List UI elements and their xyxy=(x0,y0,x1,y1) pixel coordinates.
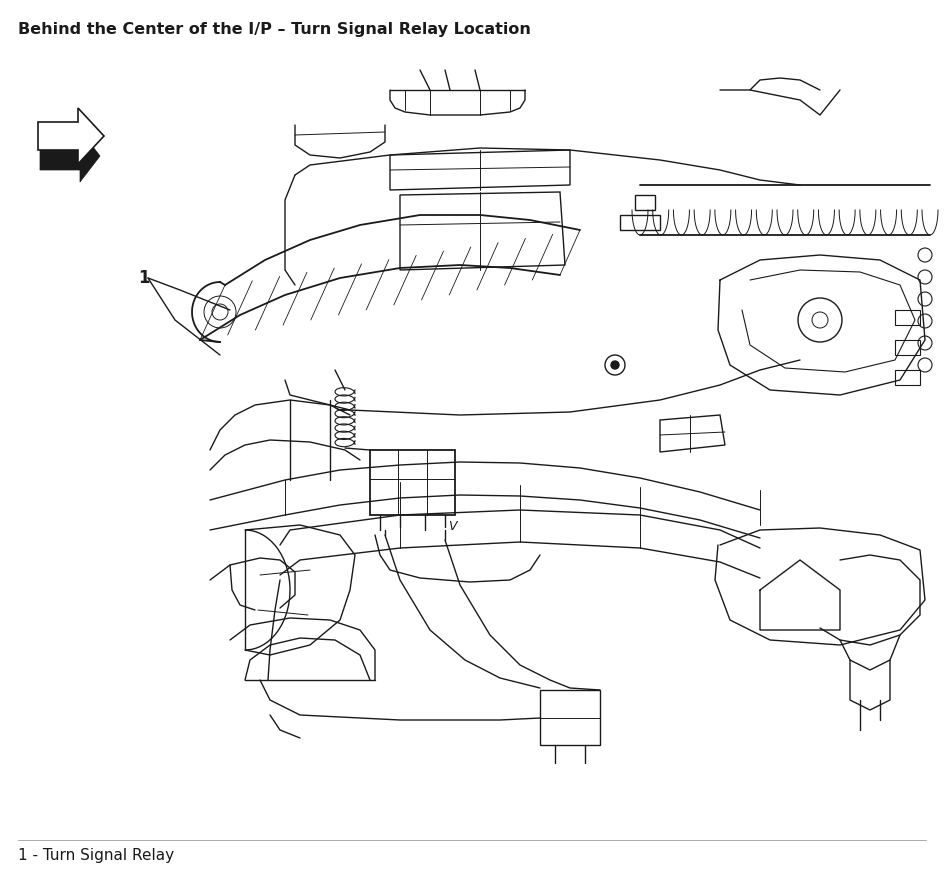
Text: V: V xyxy=(447,521,456,534)
Polygon shape xyxy=(38,108,104,164)
Text: 1: 1 xyxy=(138,269,149,287)
Polygon shape xyxy=(40,130,100,182)
Text: Behind the Center of the I/P – Turn Signal Relay Location: Behind the Center of the I/P – Turn Sign… xyxy=(18,22,531,37)
Circle shape xyxy=(611,361,619,369)
Text: 1 - Turn Signal Relay: 1 - Turn Signal Relay xyxy=(18,848,174,863)
